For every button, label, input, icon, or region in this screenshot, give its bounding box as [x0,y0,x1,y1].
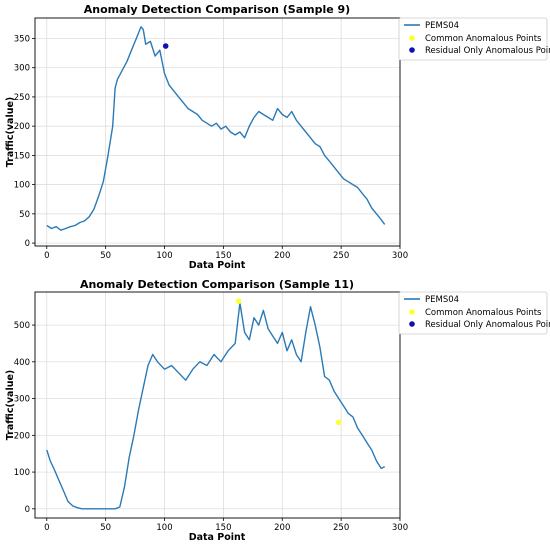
y-tick-label: 0 [25,505,30,515]
y-tick-label: 400 [14,358,30,368]
x-tick-label: 100 [156,523,172,533]
chart-1-title: Anomaly Detection Comparison (Sample 9) [84,3,350,16]
y-tick-label: 0 [25,239,30,249]
chart-2-legend-residual: Residual Only Anomalous Points [425,320,550,330]
chart-2-y-ticks: 0 100 200 300 400 500 [14,321,35,515]
legend-common-point-icon [409,309,415,315]
chart-1-x-ticks: 0 50 100 150 200 250 300 [44,246,408,261]
x-tick-label: 0 [44,523,49,533]
y-tick-label: 100 [14,468,30,478]
x-tick-label: 200 [274,251,290,261]
chart-1-legend-pems04: PEMS04 [425,21,459,31]
chart-2-x-ticks: 0 50 100 150 200 250 300 [44,518,408,533]
x-tick-label: 50 [100,251,111,261]
legend-common-point-icon [409,35,415,41]
chart-2: Anomaly Detection Comparison (Sample 11)… [5,278,550,543]
x-tick-label: 0 [44,251,49,261]
chart-2-x-axis-label: Data Point [189,532,246,543]
common-anomaly-point [335,419,342,426]
x-tick-label: 150 [215,251,231,261]
residual-anomaly-point [162,43,169,49]
y-tick-label: 200 [14,122,30,132]
chart-1-x-axis-label: Data Point [189,260,246,271]
y-tick-label: 300 [14,64,30,74]
chart-1-series-line [46,26,386,231]
chart-2-y-axis-label: Traffic(value) [5,370,16,441]
chart-2-anomaly-points [235,298,342,426]
legend-residual-point-icon [409,47,415,53]
x-tick-label: 150 [215,523,231,533]
chart-1-legend: PEMS04 Common Anomalous Points Residual … [398,17,550,61]
chart-2-title: Anomaly Detection Comparison (Sample 11) [80,278,354,291]
y-tick-label: 50 [19,210,30,220]
x-tick-label: 200 [274,523,290,533]
x-tick-label: 100 [156,251,172,261]
y-tick-label: 250 [14,93,30,103]
chart-1-legend-residual: Residual Only Anomalous Points [425,46,550,56]
chart-2-legend-box [398,291,548,335]
chart-1-grid [35,18,401,246]
y-tick-label: 200 [14,431,30,441]
x-tick-label: 50 [100,523,111,533]
chart-1-y-axis-label: Traffic(value) [5,97,16,168]
chart-2-legend: PEMS04 Common Anomalous Points Residual … [398,291,550,335]
chart-2-legend-common: Common Anomalous Points [425,308,542,318]
x-tick-label: 300 [392,523,408,533]
common-anomaly-point [235,298,242,304]
chart-1-plot-frame [34,17,401,247]
chart-2-series-line [46,302,386,510]
chart-2-plot-frame [34,291,401,519]
x-tick-label: 300 [392,251,408,261]
chart-1: Anomaly Detection Comparison (Sample 9) … [5,3,550,271]
chart-2-legend-pems04: PEMS04 [425,295,459,305]
x-tick-label: 250 [333,523,349,533]
x-tick-label: 250 [333,251,349,261]
y-tick-label: 350 [14,34,30,44]
chart-1-legend-common: Common Anomalous Points [425,34,542,44]
y-tick-label: 150 [14,151,30,161]
y-tick-label: 300 [14,395,30,405]
chart-1-legend-box [398,17,548,61]
y-tick-label: 500 [14,321,30,331]
chart-1-anomaly-points [162,43,169,49]
legend-residual-point-icon [409,321,415,327]
chart-1-y-ticks: 0 50 100 150 200 250 300 350 [14,34,35,249]
chart-2-grid [35,292,401,518]
y-tick-label: 100 [14,181,30,191]
